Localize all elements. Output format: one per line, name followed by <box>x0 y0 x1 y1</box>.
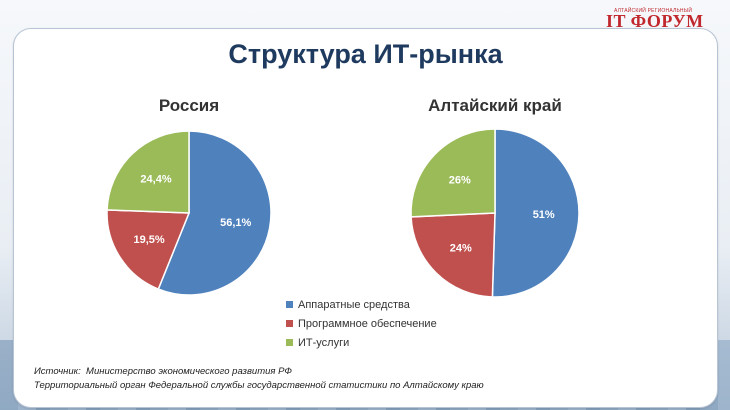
legend-label-hardware: Аппаратные средства <box>298 298 410 311</box>
slice-label-russia-software: 19,5% <box>133 234 164 246</box>
slide-panel: Структура ИТ-рынка Россия 56,1% 19,5% 24,4%… <box>13 28 718 408</box>
slide-title: Структура ИТ-рынка <box>228 39 503 69</box>
slice-russia-software <box>106 209 191 291</box>
slice-altai-software <box>410 212 496 298</box>
slice-altai-hardware <box>491 128 580 298</box>
chart-legend: Аппаратные средства Программное обеспече… <box>286 295 437 352</box>
pie-russia: Россия 56,1% 19,5% 24,4% <box>106 96 272 296</box>
slice-label-russia-services: 24,4% <box>140 174 171 186</box>
legend-item-services: ИТ-услуги <box>286 333 437 352</box>
slice-label-russia-hardware: 56,1% <box>220 217 251 229</box>
legend-item-software: Программное обеспечение <box>286 314 437 333</box>
logo-brand: IT ФОРУМ <box>606 11 704 31</box>
source-line-1: Источник: Министерство экономического ра… <box>34 365 484 379</box>
legend-swatch-hardware <box>286 301 293 308</box>
forum-logo: АЛТАЙСКИЙ РЕГИОНАЛЬНЫЙ IT ФОРУМ <box>606 6 716 32</box>
pie-charts: Россия 56,1% 19,5% 24,4% Алтайский край 51% 24… <box>106 96 580 298</box>
slice-russia-services <box>106 130 190 214</box>
source-note: Источник: Министерство экономического ра… <box>34 365 484 393</box>
source-line-2: Территориальный орган Федеральной службы… <box>34 380 484 391</box>
slice-label-altai-hardware: 51% <box>533 209 555 221</box>
pie-title-russia: Россия <box>159 96 219 115</box>
pie-title-altai: Алтайский край <box>428 96 562 115</box>
slice-label-altai-software: 24% <box>450 243 472 255</box>
pie-altai: Алтайский край 51% 24% 26% <box>410 96 580 298</box>
source-ministry: Министерство экономического развития РФ <box>86 366 292 377</box>
legend-swatch-software <box>286 320 293 327</box>
legend-label-software: Программное обеспечение <box>298 317 437 330</box>
legend-swatch-services <box>286 339 293 346</box>
legend-label-services: ИТ-услуги <box>298 336 350 349</box>
legend-item-hardware: Аппаратные средства <box>286 295 437 314</box>
logo-subtitle: АЛТАЙСКИЙ РЕГИОНАЛЬНЫЙ <box>614 8 693 14</box>
slice-label-altai-services: 26% <box>449 174 471 186</box>
slice-altai-services <box>410 128 496 218</box>
slice-russia-hardware <box>157 130 272 296</box>
source-label: Источник: <box>34 366 81 377</box>
